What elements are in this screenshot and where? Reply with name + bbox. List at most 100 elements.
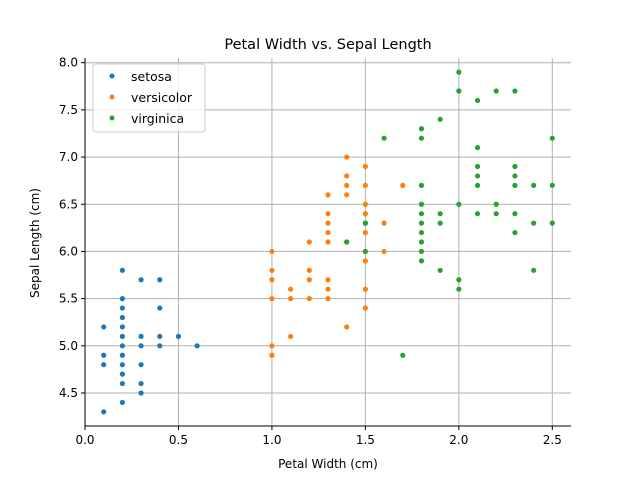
data-point-versicolor: [288, 333, 294, 339]
chart-title: Petal Width vs. Sepal Length: [224, 37, 431, 53]
x-tick-label: 2.0: [449, 433, 468, 447]
data-point-virginica: [512, 182, 518, 188]
data-point-virginica: [418, 239, 425, 245]
data-point-versicolor: [269, 352, 275, 358]
data-point-virginica: [531, 182, 537, 188]
y-tick-label: 5.5: [59, 292, 78, 306]
data-point-virginica: [362, 220, 368, 226]
y-tick-label: 7.5: [59, 103, 78, 117]
data-point-versicolor: [306, 296, 312, 302]
data-point-versicolor: [344, 192, 350, 198]
data-point-virginica: [474, 211, 481, 217]
data-point-versicolor: [344, 154, 350, 160]
data-point-setosa: [138, 343, 144, 349]
data-point-versicolor: [344, 173, 350, 179]
data-point-versicolor: [325, 239, 331, 245]
data-point-virginica: [512, 88, 518, 94]
data-point-versicolor: [400, 182, 406, 188]
x-tick-label: 1.5: [356, 433, 375, 447]
data-point-versicolor: [269, 267, 275, 273]
data-point-versicolor: [325, 229, 331, 236]
data-point-setosa: [157, 305, 163, 311]
data-point-virginica: [549, 220, 555, 226]
data-point-versicolor: [325, 286, 331, 292]
y-tick-label: 5.0: [59, 339, 78, 353]
data-point-setosa: [138, 333, 144, 339]
data-point-virginica: [549, 135, 555, 141]
data-point-versicolor: [381, 248, 387, 255]
data-point-virginica: [437, 116, 443, 122]
data-point-setosa: [138, 380, 144, 387]
data-point-virginica: [381, 135, 387, 141]
data-point-setosa: [119, 324, 125, 330]
data-point-virginica: [474, 173, 481, 179]
data-point-versicolor: [269, 277, 275, 283]
data-point-setosa: [138, 390, 144, 396]
data-point-virginica: [418, 126, 425, 132]
data-point-virginica: [531, 267, 537, 273]
data-point-setosa: [101, 352, 107, 358]
data-point-versicolor: [306, 267, 312, 273]
data-point-virginica: [418, 201, 425, 207]
y-tick-label: 6.0: [59, 244, 78, 258]
data-point-virginica: [418, 229, 425, 236]
legend-box: [92, 63, 206, 133]
legend-label-versicolor: versicolor: [131, 90, 193, 105]
data-point-virginica: [512, 229, 518, 236]
x-tick-label: 0.5: [169, 433, 188, 447]
legend-label-setosa: setosa: [131, 69, 172, 84]
data-point-versicolor: [288, 286, 294, 292]
data-point-versicolor: [362, 163, 368, 170]
data-point-versicolor: [325, 211, 331, 217]
data-point-versicolor: [288, 296, 294, 302]
series-virginica: [344, 69, 555, 358]
y-tick-label: 4.5: [59, 386, 78, 400]
data-point-virginica: [493, 211, 499, 217]
data-point-versicolor: [269, 343, 275, 349]
data-point-setosa: [119, 362, 125, 368]
data-point-virginica: [474, 182, 481, 188]
x-tick-label: 0.0: [75, 433, 94, 447]
data-point-virginica: [456, 201, 462, 207]
grid-lines: [84, 58, 571, 426]
data-point-setosa: [101, 409, 107, 415]
data-point-versicolor: [362, 201, 368, 207]
data-point-setosa: [157, 333, 163, 339]
data-point-setosa: [119, 380, 125, 387]
data-points: [101, 69, 555, 415]
y-tick-label: 8.0: [59, 56, 78, 70]
data-point-virginica: [362, 248, 368, 255]
data-point-virginica: [418, 258, 425, 264]
data-point-versicolor: [362, 182, 368, 188]
data-point-virginica: [549, 182, 555, 188]
data-point-setosa: [101, 362, 107, 368]
data-point-versicolor: [306, 239, 312, 245]
data-point-virginica: [456, 286, 462, 292]
data-point-setosa: [119, 305, 125, 311]
data-point-virginica: [456, 69, 462, 75]
data-point-setosa: [138, 362, 144, 368]
data-point-virginica: [493, 201, 499, 207]
legend-marker-virginica: [109, 115, 115, 121]
data-point-virginica: [512, 173, 518, 179]
data-point-virginica: [456, 88, 462, 94]
data-point-versicolor: [344, 182, 350, 188]
x-tick-label: 2.5: [543, 433, 562, 447]
data-point-setosa: [119, 267, 125, 273]
y-tick-label: 7.0: [59, 150, 78, 164]
x-ticks: 0.0 0.5 1.0 1.5 2.0 2.5: [75, 426, 562, 447]
data-point-versicolor: [362, 258, 368, 264]
data-point-virginica: [512, 163, 518, 170]
legend-marker-versicolor: [109, 94, 115, 100]
series-setosa: [101, 267, 200, 415]
data-point-setosa: [119, 399, 125, 406]
data-point-virginica: [344, 239, 350, 245]
data-point-versicolor: [325, 192, 331, 198]
data-point-virginica: [400, 352, 406, 358]
data-point-virginica: [418, 248, 425, 255]
data-point-versicolor: [306, 277, 312, 283]
data-point-versicolor: [325, 220, 331, 226]
data-point-virginica: [437, 220, 443, 226]
data-point-setosa: [119, 296, 125, 302]
